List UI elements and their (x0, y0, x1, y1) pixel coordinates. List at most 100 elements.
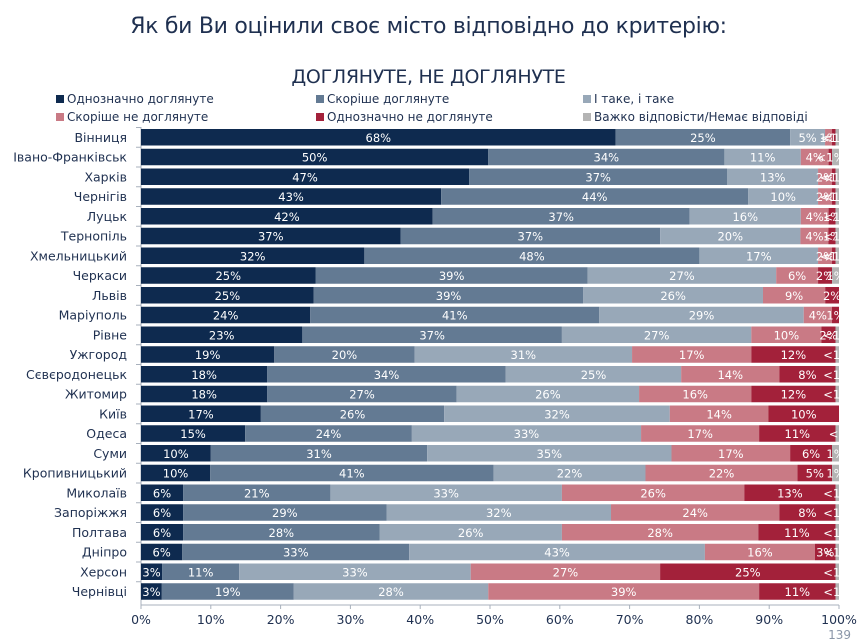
data-label: 34% (594, 151, 620, 165)
bar-segment (751, 385, 836, 403)
category-label: Луцьк (87, 209, 128, 224)
category-label: Полтава (72, 525, 127, 540)
bar-segment (141, 563, 163, 580)
bar-segment (141, 287, 314, 304)
data-label: 4% (809, 309, 827, 323)
data-label: 2% (816, 249, 834, 263)
x-tick-label: 90% (755, 612, 783, 627)
legend-swatch (316, 113, 324, 121)
bar-segment (828, 208, 836, 225)
bar-segment (293, 583, 489, 600)
bar-segment (441, 188, 749, 205)
data-label: 14% (706, 407, 732, 421)
data-label: <1% (823, 230, 851, 244)
x-tick-label: 60% (546, 612, 574, 627)
data-label: 11% (188, 565, 214, 579)
bar-segment (832, 188, 836, 205)
bar-segment (779, 366, 836, 383)
legend-item: Скоріше не доглянуте (56, 110, 208, 124)
data-label: 22% (709, 467, 735, 481)
data-label: 4% (806, 210, 824, 224)
data-label: 25% (215, 289, 241, 303)
bar-segment (835, 168, 839, 185)
bar-segment (141, 346, 275, 363)
data-label: 10% (770, 190, 796, 204)
bar-segment (161, 583, 294, 600)
bar-segment (409, 543, 705, 561)
data-label: 9% (785, 289, 803, 303)
bar-segment (561, 484, 745, 501)
category-label: Чернівці (72, 584, 127, 599)
bar-segment (759, 425, 836, 442)
data-label: 33% (283, 546, 309, 560)
bar-segment (748, 188, 819, 205)
data-label: 3% (142, 585, 160, 599)
bar-segment (835, 524, 839, 541)
data-label: 42% (274, 210, 300, 224)
bar-segment (776, 267, 819, 284)
data-label: 13% (777, 486, 803, 500)
bar-segment (310, 306, 600, 324)
data-label: 17% (718, 447, 744, 461)
x-tick-label: 40% (406, 612, 434, 627)
bar-segment (141, 504, 184, 521)
bar-segment (141, 524, 184, 541)
data-label: 44% (582, 190, 608, 204)
bar-segment (141, 188, 442, 205)
bar-segment (759, 583, 836, 600)
data-label: <1% (823, 249, 851, 263)
data-label: 28% (647, 526, 673, 540)
bar-segment (386, 504, 612, 521)
data-label: <1% (823, 170, 851, 184)
bar-segment (803, 306, 832, 324)
bar-segment (245, 425, 412, 442)
bar-segment (639, 385, 752, 403)
data-label: 48% (519, 249, 545, 263)
data-label: <1% (823, 546, 851, 560)
data-label: <1% (823, 526, 851, 540)
category-label: Київ (99, 406, 127, 421)
bar-segment (444, 405, 670, 422)
category-label: Хмельницький (30, 248, 127, 263)
x-tick-label: 20% (267, 612, 295, 627)
bar-segment (183, 524, 380, 541)
legend-item: Однозначно не доглянуте (316, 110, 493, 124)
data-label: 28% (269, 526, 295, 540)
legend-label: І таке, і таке (594, 92, 675, 106)
bar-segment (239, 563, 471, 580)
data-label: 11% (785, 585, 811, 599)
bar-segment (493, 464, 646, 482)
x-tick-label: 0% (131, 612, 151, 627)
bar-segment (800, 148, 829, 166)
bar-segment (141, 445, 211, 462)
data-label: 3% (816, 546, 834, 560)
data-label: <1% (823, 131, 851, 145)
data-label: 37% (518, 230, 544, 244)
x-tick-label: 50% (476, 612, 504, 627)
data-label: 16% (732, 210, 758, 224)
bar-segment (183, 484, 331, 501)
data-label: <1% (823, 210, 851, 224)
data-label: 2% (823, 289, 841, 303)
bar-segment (210, 445, 428, 462)
data-label: 10% (163, 447, 189, 461)
data-label: 41% (442, 309, 468, 323)
data-label: 27% (553, 565, 579, 579)
bar-segment (615, 129, 791, 146)
bar-segment (469, 168, 728, 185)
legend-label: Скоріше доглянуте (327, 92, 450, 106)
bar-segment (818, 267, 833, 284)
data-label: 26% (660, 289, 686, 303)
bar-segment (267, 385, 457, 403)
data-label: 39% (439, 269, 465, 283)
category-label: Рівне (93, 327, 128, 342)
category-label: Одеса (86, 426, 127, 441)
data-label: 6% (788, 269, 806, 283)
data-label: 18% (191, 368, 217, 382)
category-label: Черкаси (73, 268, 127, 283)
data-label: 17% (679, 348, 705, 362)
bar-segment (832, 464, 839, 482)
data-label: 22% (557, 467, 583, 481)
bar-segment (797, 464, 833, 482)
bar-segment (141, 208, 433, 225)
